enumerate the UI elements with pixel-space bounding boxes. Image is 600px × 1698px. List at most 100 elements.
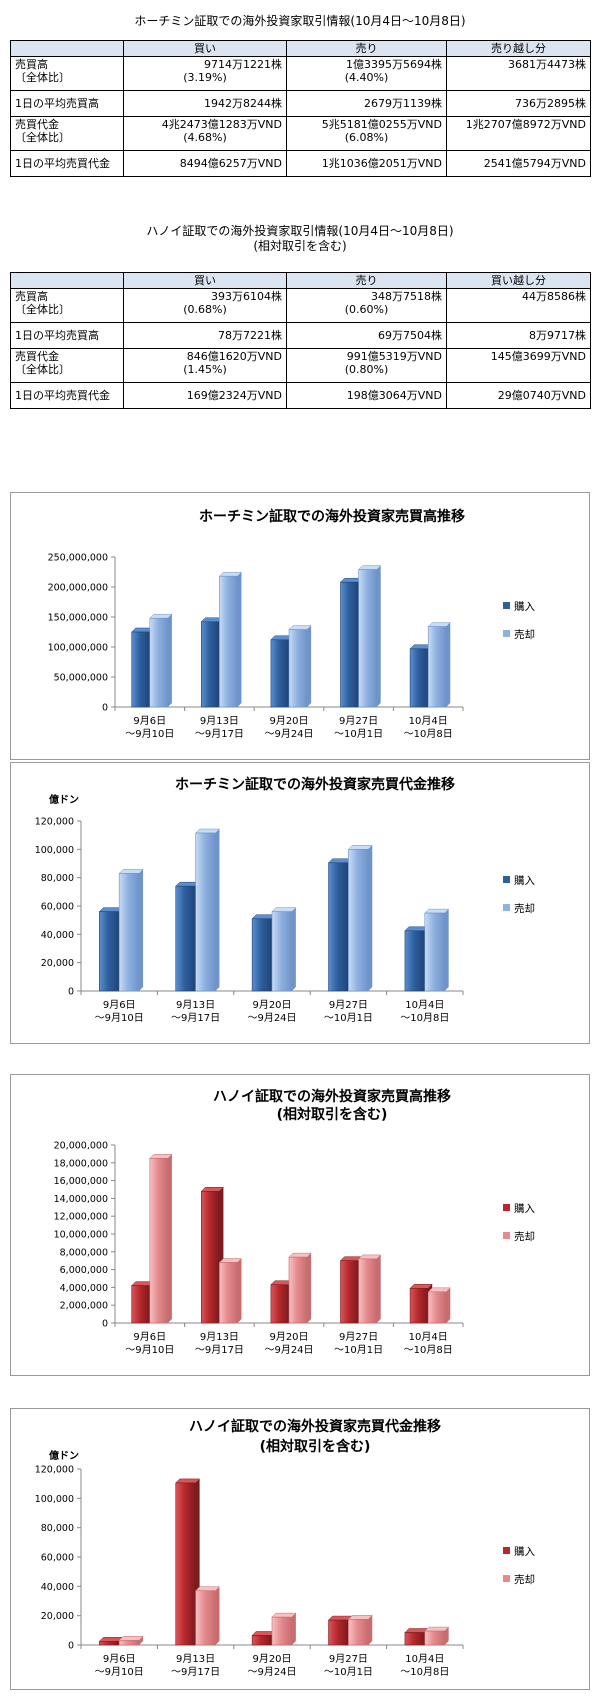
net-cell: 29億0740万VND [446, 382, 591, 409]
sell-cell: 348万7518株 (0.60%) [286, 288, 447, 323]
bar-face [219, 575, 238, 708]
bar-face [219, 1262, 238, 1324]
y-tick-label: 4,000,000 [60, 1283, 108, 1294]
y-tick-label: 50,000,000 [54, 673, 108, 684]
bar-top [271, 907, 297, 912]
bar-top [424, 1626, 450, 1632]
legend-swatch [503, 1204, 510, 1211]
row-label: 売買代金 〔全体比〕 [10, 116, 124, 151]
y-tick-label: 80,000 [41, 873, 74, 884]
chart-hcm-volume: ホーチミン証取での海外投資家売買高推移 0 50,000,000 100,000,00… [10, 492, 590, 760]
y-tick-label: 120,000 [35, 1465, 74, 1476]
bar-top [347, 1615, 373, 1620]
y-tick-label: 0 [68, 987, 74, 998]
bar [218, 1258, 243, 1324]
x-tick-label: ～10月8日 [400, 1012, 449, 1024]
hcm-table-header-row: 買い 売り 売り越し分 [10, 40, 591, 57]
header-cell [10, 272, 124, 289]
x-tick-label: ～10月1日 [324, 1012, 373, 1024]
x-tick-label: ～9月10日 [125, 1344, 174, 1356]
y-tick-label: 0 [102, 1319, 108, 1330]
chart-hcm-value: ホーチミン証取での海外投資家売買代金推移 億ドン 0 20,000 40,000 60,0… [10, 762, 590, 1044]
bar-side [376, 565, 381, 707]
x-tick-label: 9月6日 [103, 999, 136, 1011]
bar-side [139, 1636, 144, 1645]
net-cell: 2541億5794万VND [446, 150, 591, 177]
buy-cell: 9714万1221株 (3.19%) [123, 56, 287, 91]
y-tick-label: 8,000,000 [60, 1247, 108, 1258]
bar [288, 1252, 312, 1324]
bar-side [215, 829, 220, 991]
bar [427, 1287, 451, 1324]
legend-label: 購入 [514, 1202, 535, 1215]
axis-unit-label: 億ドン [49, 793, 79, 806]
hn-table: 買い 売り 買い越し分 売買高 〔全体比〕 393万6104株 (0.68%) 34… [10, 272, 591, 409]
bar [149, 1154, 173, 1324]
chart-title: ハノイ証取での海外投資家売買代金推移 [189, 1418, 441, 1435]
x-tick-label: ～9月17日 [195, 728, 244, 740]
x-tick-label: ～10月1日 [334, 728, 383, 740]
bar [271, 1612, 297, 1646]
bar [357, 1254, 382, 1324]
bar-face [251, 1635, 273, 1646]
table-row: 売買高 〔全体比〕 9714万1221株 (3.19%) 1億3395万5694株(… [10, 56, 591, 91]
buy-cell: 1942万8244株 [123, 90, 287, 117]
buy-cell: 169億2324万VND [123, 382, 287, 409]
chart-hcm-volume-svg: ホーチミン証取での海外投資家売買高推移 0 50,000,000 100,000,00… [48, 508, 536, 740]
x-tick-label: 9月6日 [133, 1331, 166, 1343]
legend-label: 売却 [514, 1230, 535, 1243]
bar-top [424, 908, 450, 914]
bar-face [328, 1619, 349, 1646]
bar-side [291, 907, 296, 991]
bar-top [347, 845, 373, 850]
bar [347, 1615, 373, 1646]
x-tick-label: 10月4日 [405, 999, 444, 1011]
row-label: 売買代金 〔全体比〕 [10, 348, 124, 383]
legend-label: 売却 [514, 902, 535, 915]
x-tick-label: ～9月24日 [247, 1012, 296, 1024]
bar-face [348, 1619, 369, 1646]
header-cell: 売り [286, 272, 447, 289]
bar-side [291, 1613, 296, 1645]
bar [194, 828, 221, 992]
y-tick-label: 120,000 [35, 817, 74, 828]
y-tick-label: 150,000,000 [48, 613, 108, 624]
bar-face [271, 1616, 293, 1646]
sell-cell: 1億3395万5694株 (4.40%) [286, 56, 447, 91]
bar [149, 613, 173, 708]
y-tick-label: 80,000 [41, 1523, 74, 1534]
legend-label: 購入 [514, 1545, 535, 1558]
y-tick-label: 40,000 [41, 930, 74, 941]
bar-face [288, 1256, 308, 1324]
bar-face [409, 1287, 429, 1324]
hcm-table-title: ホーチミン証取での海外投資家取引情報(10月4日～10月8日) [134, 14, 466, 28]
x-tick-label: 9月13日 [176, 999, 215, 1011]
bar-face [340, 581, 359, 708]
bar-top [194, 828, 221, 834]
x-tick-label: ～9月24日 [264, 728, 313, 740]
x-tick-label: ～10月8日 [404, 728, 453, 740]
legend-swatch [503, 1575, 510, 1582]
x-tick-label: ～9月24日 [264, 1344, 313, 1356]
y-tick-label: 12,000,000 [54, 1212, 108, 1223]
x-tick-label: ～9月10日 [95, 1666, 144, 1678]
buy-cell: 393万6104株 (0.68%) [123, 288, 287, 323]
buy-cell: 8494億6257万VND [123, 150, 287, 177]
y-tick-label: 20,000,000 [54, 1141, 108, 1152]
x-tick-label: 9月27日 [339, 1331, 378, 1343]
bar-side [215, 1586, 220, 1645]
y-tick-label: 14,000,000 [54, 1194, 108, 1205]
x-tick-label: ～9月10日 [125, 728, 174, 740]
legend-swatch [503, 904, 510, 911]
x-tick-label: 9月13日 [176, 1653, 215, 1665]
bar-side [307, 1253, 312, 1323]
bar [118, 869, 144, 992]
x-tick-label: ～10月8日 [404, 1344, 453, 1356]
bar-top [118, 869, 144, 874]
y-tick-label: 10,000,000 [54, 1230, 108, 1241]
bar-top [175, 1478, 201, 1484]
bar-face [131, 631, 151, 708]
table-row: 売買代金 〔全体比〕 846億1620万VND (1.45%) 991億5319万V… [10, 348, 591, 383]
sell-cell: 991億5319万VND (0.80%) [286, 348, 447, 383]
bar-face [328, 862, 349, 992]
